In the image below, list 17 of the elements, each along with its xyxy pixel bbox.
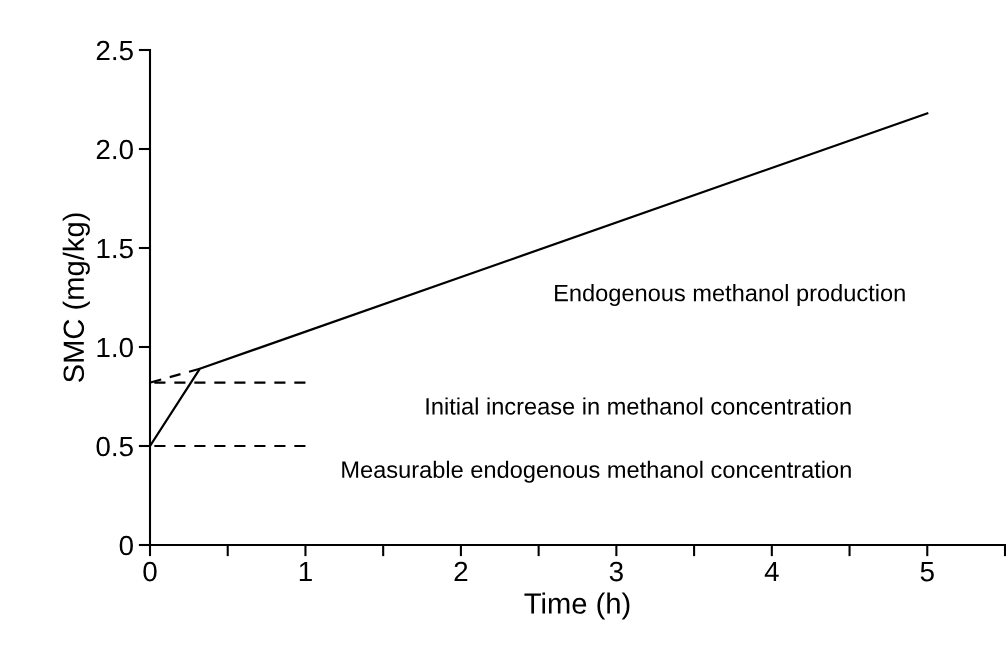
y-tick-label: 0: [119, 535, 133, 556]
x-tick-label: 0: [143, 561, 157, 582]
x-axis-title: Time (h): [524, 592, 630, 620]
y-tick-label: 0.5: [96, 436, 133, 457]
x-tick-label: 5: [920, 561, 934, 582]
y-tick-label: 2.0: [96, 139, 133, 160]
x-tick-label: 1: [299, 561, 312, 582]
annotation: Endogenous methanol production: [555, 284, 905, 307]
y-tick-label: 2.5: [96, 40, 133, 61]
y-tick-label: 1.0: [97, 337, 133, 358]
annotation: Measurable endogenous methanol concentration: [342, 460, 851, 483]
x-tick-label: 3: [609, 561, 623, 582]
y-axis-title: SMC (mg/kg): [62, 213, 90, 383]
x-tick-label: 2: [454, 561, 468, 582]
x-tick-label: 4: [764, 561, 779, 582]
annotation: Initial increase in methanol concentration: [426, 397, 851, 415]
y-tick-label: 1.5: [97, 238, 133, 259]
